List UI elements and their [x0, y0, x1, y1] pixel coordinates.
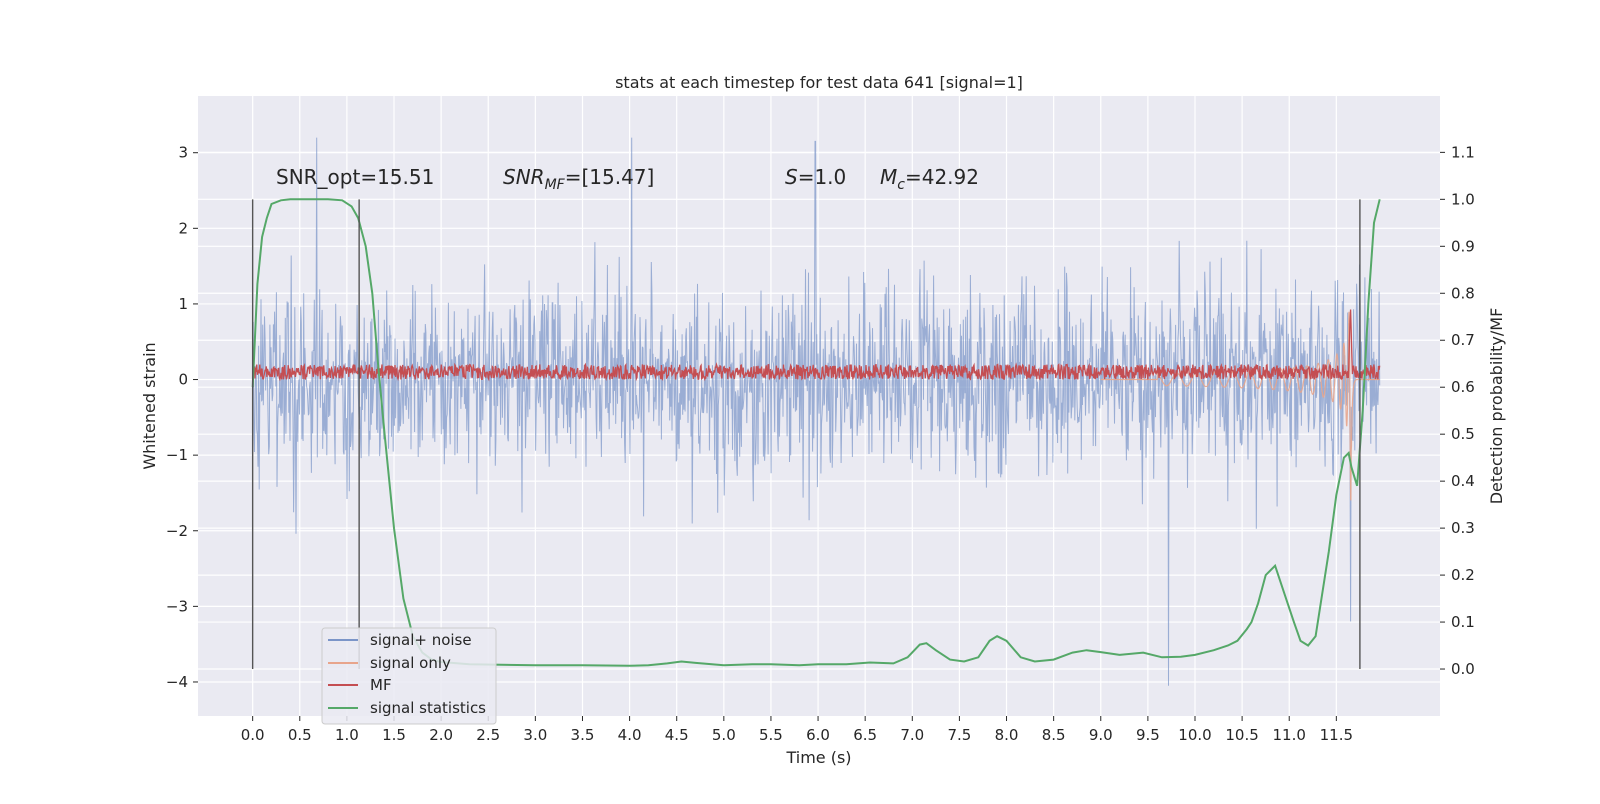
y2-tick-label: 0.7: [1451, 331, 1475, 349]
x-tick-label: 3.0: [523, 726, 547, 744]
annotation-snr-mf-subscript: MF: [545, 177, 566, 193]
x-tick-label: 9.0: [1089, 726, 1113, 744]
y2-tick-label: 0.2: [1451, 566, 1475, 584]
y-tick-label: −3: [166, 597, 188, 615]
legend-label-signal-statistics: signal statistics: [370, 699, 486, 717]
x-tick-label: 6.5: [853, 726, 877, 744]
x-tick-label: 0.0: [241, 726, 265, 744]
y-tick-label: −1: [166, 446, 188, 464]
y2-tick-label: 0.6: [1451, 378, 1475, 396]
y-axis-label: Whitened strain: [140, 342, 159, 469]
chart-title: stats at each timestep for test data 641…: [615, 73, 1023, 92]
series-mf: [252, 309, 1381, 382]
legend-label-mf: MF: [370, 676, 392, 694]
x-tick-label: 3.5: [571, 726, 595, 744]
legend-label-signal-only: signal only: [370, 654, 451, 672]
y2-tick-label: 1.1: [1451, 143, 1475, 161]
y2-tick-label: 0.4: [1451, 472, 1475, 490]
x-tick-label: 1.0: [335, 726, 359, 744]
x-tick-label: 8.5: [1042, 726, 1066, 744]
y2-axis-ticks: 1.1 1.0 0.9 0.8 0.7 0.6 0.5 0.4 0.3 0.2 0.1 0.0: [1440, 143, 1475, 678]
annotation-snr-mf-value: =[15.47]: [565, 165, 655, 189]
signal-only-line: [1100, 311, 1380, 501]
annotation-snr-mf-symbol: SNR: [503, 165, 545, 189]
signal-statistics-line: [251, 198, 1381, 667]
annotation-mc-value: =42.92: [905, 165, 979, 189]
series-signal-only: [1100, 311, 1380, 501]
annotation-mc-symbol: M: [880, 165, 897, 189]
x-axis-ticks: 0.0 0.5 1.0 1.5 2.0 2.5 3.0 3.5 4.0 4.5 5.0 5.5 6.0 6…: [241, 716, 1353, 744]
plot-content: [251, 137, 1381, 686]
x-tick-label: 4.5: [665, 726, 689, 744]
legend: signal+ noise signal only MF signal stat…: [321, 627, 497, 725]
series-signal-statistics: [251, 198, 1381, 667]
y-tick-label: 1: [178, 295, 188, 313]
annotation-s-value: =1.0: [798, 165, 847, 189]
y2-tick-label: 0.5: [1451, 425, 1475, 443]
annotation-mc: Mc=42.92: [880, 165, 979, 193]
y-tick-label: −4: [166, 673, 188, 691]
x-tick-label: 0.5: [288, 726, 312, 744]
y-axis-ticks: 3 2 1 0 −1 −2 −3 −4: [166, 144, 198, 691]
x-tick-label: 2.5: [476, 726, 500, 744]
y2-tick-label: 0.1: [1451, 613, 1475, 631]
x-tick-label: 6.0: [806, 726, 830, 744]
x-tick-label: 4.0: [618, 726, 642, 744]
x-tick-label: 7.5: [947, 726, 971, 744]
x-axis-label: Time (s): [785, 748, 851, 767]
x-tick-label: 11.0: [1273, 726, 1306, 744]
annotation-snr-opt: SNR_opt=15.51: [276, 165, 434, 189]
y-tick-label: −2: [166, 522, 188, 540]
y2-tick-label: 0.8: [1451, 284, 1475, 302]
vertical-markers: [251, 199, 1361, 670]
annotation-snr-mf: SNRMF=[15.47]: [503, 165, 654, 193]
annotation-s-symbol: S: [785, 165, 798, 189]
x-tick-label: 10.0: [1178, 726, 1211, 744]
y-tick-label: 2: [178, 219, 188, 237]
y2-tick-label: 0.9: [1451, 237, 1475, 255]
y-tick-label: 0: [178, 371, 188, 389]
y2-tick-label: 0.0: [1451, 660, 1475, 678]
mf-line: [252, 309, 1381, 382]
x-tick-label: 5.0: [712, 726, 736, 744]
legend-label-signal-noise: signal+ noise: [370, 631, 472, 649]
x-tick-label: 7.0: [900, 726, 924, 744]
annotation-mc-subscript: c: [897, 177, 905, 193]
x-tick-label: 1.5: [382, 726, 406, 744]
y2-axis-label: Detection probability/MF: [1487, 308, 1506, 505]
x-tick-label: 8.0: [995, 726, 1019, 744]
x-tick-label: 10.5: [1225, 726, 1258, 744]
x-tick-label: 9.5: [1136, 726, 1160, 744]
y2-tick-label: 0.3: [1451, 519, 1475, 537]
x-tick-label: 2.0: [429, 726, 453, 744]
legend-box: [321, 627, 497, 725]
x-tick-label: 5.5: [759, 726, 783, 744]
y2-tick-label: 1.0: [1451, 190, 1475, 208]
annotation-s: S=1.0: [785, 165, 846, 189]
x-tick-label: 11.5: [1320, 726, 1353, 744]
y-tick-label: 3: [178, 144, 188, 162]
